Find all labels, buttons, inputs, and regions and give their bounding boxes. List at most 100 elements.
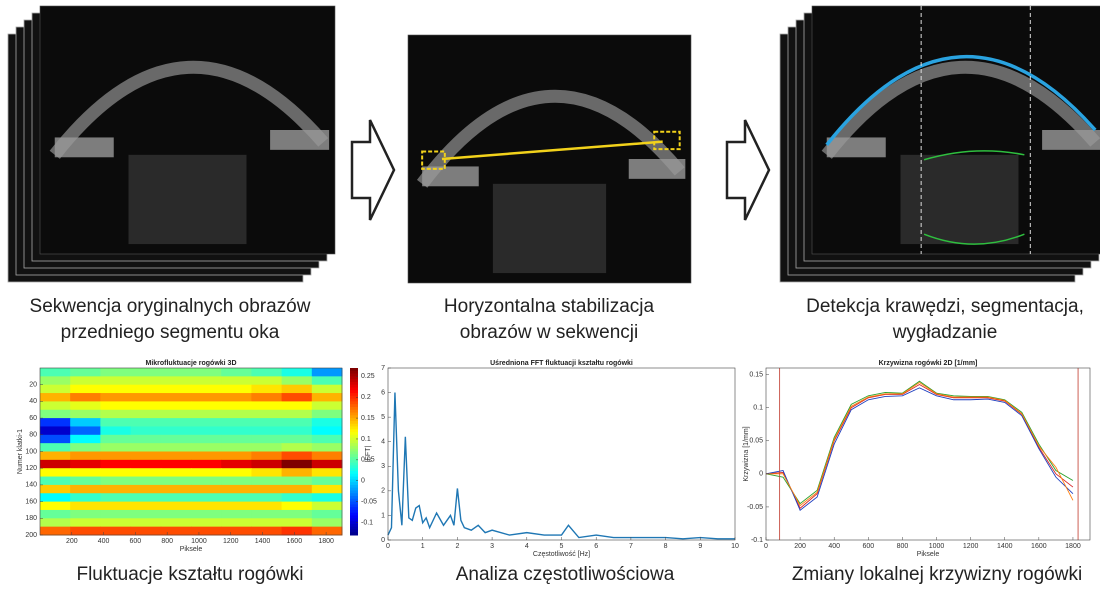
heat-cell <box>312 502 343 511</box>
heat-cell <box>282 452 313 461</box>
heat-cell <box>161 426 192 435</box>
heat-cell <box>161 368 192 377</box>
heat-cell <box>161 443 192 452</box>
heat-cell <box>40 368 71 377</box>
heat-cell <box>312 393 343 402</box>
heat-cell <box>282 527 313 536</box>
heat-cell <box>131 493 162 502</box>
y-tick-label: 120 <box>25 465 37 472</box>
heat-cell <box>70 368 101 377</box>
heat-cell <box>221 485 252 494</box>
heat-cell <box>312 493 343 502</box>
x-tick-label: 3 <box>490 543 494 550</box>
heat-cell <box>221 376 252 385</box>
heat-cell <box>161 510 192 519</box>
heat-cell <box>70 418 101 427</box>
heat-cell <box>312 418 343 427</box>
heat-cell <box>40 443 71 452</box>
heat-cell <box>312 452 343 461</box>
heat-cell <box>191 385 222 394</box>
colorbar-label: 0.15 <box>361 415 375 422</box>
heat-cell <box>312 410 343 419</box>
heat-cell <box>40 418 71 427</box>
heat-cell <box>191 502 222 511</box>
heat-cell <box>161 518 192 527</box>
y-tick-label: 2 <box>381 488 385 495</box>
heat-cell <box>70 510 101 519</box>
heat-cell <box>221 518 252 527</box>
heat-cell <box>100 426 131 435</box>
colorbar-label: -0.05 <box>361 498 377 505</box>
heat-cell <box>251 510 282 519</box>
heat-cell <box>131 426 162 435</box>
y-tick-label: 60 <box>29 415 37 422</box>
x-axis-label: Częstotliwość [Hz] <box>533 551 590 558</box>
heat-cell <box>100 452 131 461</box>
heat-cell <box>131 477 162 486</box>
heat-cell <box>40 485 71 494</box>
heat-cell <box>131 452 162 461</box>
heat-cell <box>251 376 282 385</box>
x-tick-label: 8 <box>664 543 668 550</box>
heat-cell <box>131 393 162 402</box>
heat-cell <box>161 385 192 394</box>
plot-frame <box>766 368 1090 540</box>
heat-cell <box>191 401 222 410</box>
caption: Zmiany lokalnej krzywizny rogówki <box>792 564 1082 585</box>
heat-cell <box>70 452 101 461</box>
colorbar-label: 0.2 <box>361 394 371 401</box>
heat-cell <box>40 460 71 469</box>
y-tick-label: -0.05 <box>747 504 763 511</box>
y-tick-label: 7 <box>381 365 385 372</box>
heat-cell <box>100 393 131 402</box>
chart-title: Mikrofluktuacje rogówki 3D <box>145 360 236 367</box>
heat-cell <box>131 435 162 444</box>
y-tick-label: 160 <box>25 498 37 505</box>
heat-cell <box>100 376 131 385</box>
chart-title: Krzywizna rogówki 2D [1/mm] <box>879 360 978 367</box>
colorbar-step <box>350 532 358 535</box>
heat-cell <box>70 443 101 452</box>
heat-cell <box>282 376 313 385</box>
y-tick-label: 180 <box>25 515 37 522</box>
figure: Sekwencja oryginalnych obrazów przednieg… <box>0 0 1100 587</box>
y-tick-label: 80 <box>29 432 37 439</box>
y-axis-label: Numer klatki-1 <box>17 429 24 474</box>
plot-frame <box>388 368 735 540</box>
heat-cell <box>40 376 71 385</box>
heat-cell <box>40 393 71 402</box>
y-tick-label: 6 <box>381 389 385 396</box>
x-tick-label: 6 <box>594 543 598 550</box>
heat-cell <box>282 502 313 511</box>
caption: Detekcja krawędzi, segmentacja, <box>806 296 1084 317</box>
heat-cell <box>251 443 282 452</box>
y-tick-label: 20 <box>29 382 37 389</box>
heat-cell <box>221 477 252 486</box>
heat-cell <box>191 518 222 527</box>
heat-cell <box>312 518 343 527</box>
heat-cell <box>70 518 101 527</box>
x-tick-label: 1 <box>421 543 425 550</box>
caption: przedniego segmentu oka <box>61 322 280 343</box>
heat-cell <box>70 426 101 435</box>
heat-cell <box>70 527 101 536</box>
x-tick-label: 400 <box>828 543 840 550</box>
colorbar-label: 0.25 <box>361 373 375 380</box>
heat-cell <box>251 502 282 511</box>
heat-cell <box>161 460 192 469</box>
heat-cell <box>312 368 343 377</box>
iris-left <box>55 137 114 157</box>
y-tick-label: 140 <box>25 482 37 489</box>
heat-cell <box>221 410 252 419</box>
heat-cell <box>312 485 343 494</box>
y-tick-label: 4 <box>381 439 385 446</box>
heat-cell <box>282 401 313 410</box>
y-tick-label: 100 <box>25 448 37 455</box>
x-tick-label: 1200 <box>223 538 239 545</box>
heat-cell <box>131 376 162 385</box>
iris-right <box>629 159 686 179</box>
heat-cell <box>312 460 343 469</box>
heat-cell <box>161 452 192 461</box>
heat-cell <box>131 418 162 427</box>
heat-cell <box>40 468 71 477</box>
